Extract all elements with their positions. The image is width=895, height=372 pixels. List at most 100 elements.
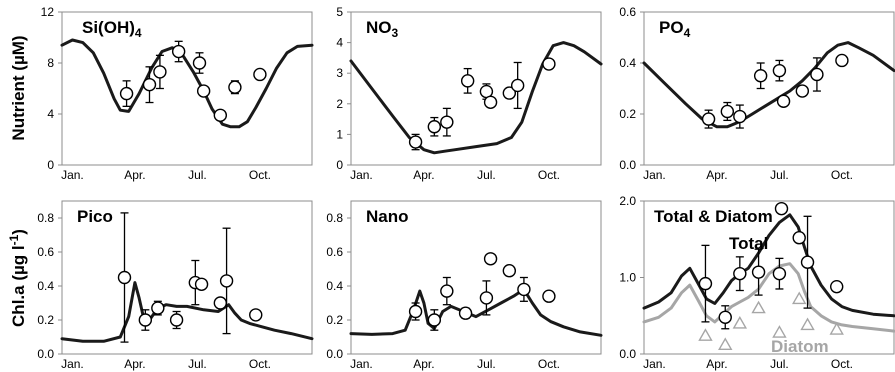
chart-panel-2: 0.0 0.2 0.4 0.6 Jan. Apr. Jul. Oct. PO4 [619,5,895,182]
y-tick-label: 0.6 [619,5,636,19]
plot-frame [643,200,895,355]
obs-point [698,276,713,291]
panel-title-subscript: 4 [135,26,142,40]
plot-frame [643,11,895,166]
x-tick-label: Jul. [477,168,496,182]
obs-point [249,308,263,322]
chart-panel-3: 0.0 0.2 0.4 0.6 0.8 Jan. Apr. Jul. Oct. Pico [37,200,314,371]
obs-point [219,274,234,288]
obs-point [151,301,165,315]
y-tick-label: 0 [47,158,54,172]
obs-point [460,74,475,88]
plot-frame [350,11,602,166]
obs-point [142,77,157,92]
y-tick-label: 0.6 [326,245,343,259]
diatom-obs-point [829,322,844,335]
x-tick-label: Oct. [249,357,271,371]
plot-frame [61,11,313,166]
obs-point [542,289,556,303]
obs-point [117,270,132,285]
y-tick-label: 0.0 [37,347,54,361]
y-tick-label: 0 [336,158,343,172]
x-tick-label: Apr. [413,168,434,182]
obs-point [253,67,267,82]
y-tick-label: 1.0 [619,271,636,285]
y-tick-label: 4 [336,36,343,50]
panel-title-subscript: 3 [392,26,399,40]
obs-point [483,252,498,266]
y-tick-label: 0.2 [37,313,54,327]
obs-point [835,53,849,68]
obs-point [171,44,186,59]
obs-point [458,306,473,320]
diatom-obs-point [800,317,815,331]
panel-title-main: NO [366,18,392,37]
x-tick-label: Oct. [831,168,853,182]
x-tick-label: Apr. [124,168,145,182]
obs-point [440,284,454,298]
x-tick-label: Oct. [249,168,271,182]
y-tick-label: 8 [47,56,54,70]
panel-title-main: Nano [366,207,409,226]
y-tick-label: 0.4 [619,56,636,70]
panel-title-main: Pico [77,207,113,226]
x-tick-label: Oct. [831,357,853,371]
x-tick-label: Jan. [61,168,84,182]
x-tick-label: Jul. [188,168,207,182]
obs-point [440,115,454,129]
obs-point [427,120,442,134]
x-tick-label: Oct. [538,168,560,182]
panel-title: Nano [366,207,409,226]
obs-point [733,266,747,281]
x-tick-label: Jan. [643,357,666,371]
diatom-obs-point [792,291,807,305]
annotation-total: Total [729,234,768,253]
model-line [60,38,314,129]
obs-point [194,277,209,291]
obs-point [774,201,789,216]
y-tick-label: 2.0 [619,194,636,208]
x-tick-label: Apr. [413,357,434,371]
model-line [349,41,603,155]
y-tick-label: 5 [336,5,343,19]
x-tick-label: Apr. [124,357,145,371]
plot-frame [350,200,602,355]
obs-point [830,279,844,294]
x-tick-label: Oct. [538,357,560,371]
panel-title: Si(OH)4 [82,18,142,40]
obs-point [213,296,228,310]
diatom-obs-point [751,300,766,314]
y-tick-label: 2 [336,97,343,111]
obs-point [192,56,207,70]
obs-point [701,112,716,126]
obs-point [427,313,442,327]
obs-point [517,282,531,297]
obs-point [800,255,815,269]
obs-point [776,94,791,108]
panel-title: NO3 [366,18,399,40]
obs-point [733,109,747,124]
obs-point [408,304,423,319]
x-tick-label: Jan. [643,168,666,182]
obs-point [119,86,134,101]
panel-title: PO4 [659,18,691,40]
obs-point [228,80,242,94]
y-tick-label: 12 [41,5,55,19]
obs-point [510,78,525,93]
obs-point [542,57,556,71]
y-axis-label-chla: Chl.a (µg l-1) [7,229,28,327]
panel-title-main: Total & Diatom [654,207,773,226]
obs-point [153,65,167,79]
y-tick-label: 3 [336,66,343,80]
y-tick-label: 0.4 [326,279,343,293]
diatom-obs-point [718,337,733,351]
panel-title: Total & Diatom [654,207,773,226]
panel-title-subscript: 4 [684,26,691,40]
obs-point [483,95,498,109]
obs-point [502,86,517,100]
chart-panel-0: 0 4 8 12 Jan. Apr. Jul. Oct. Si(OH)4 [41,5,314,182]
y-tick-label: 0.0 [619,158,636,172]
obs-point [213,108,228,122]
